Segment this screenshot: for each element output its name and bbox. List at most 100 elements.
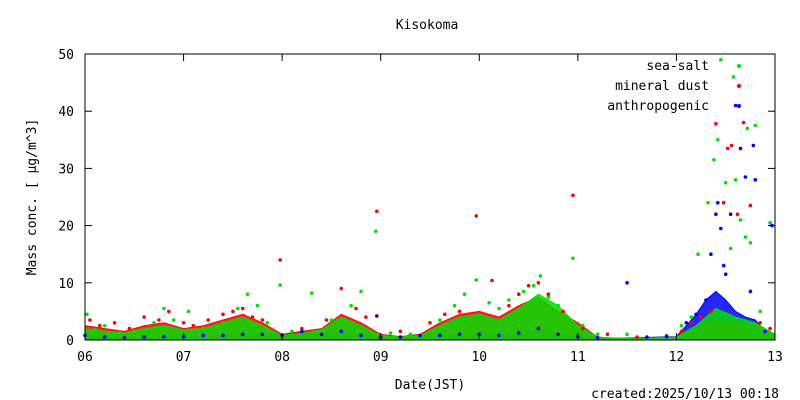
point-anthropogenic: [398, 335, 403, 339]
point-mineral-dust: [735, 212, 740, 216]
point-mineral-dust: [142, 315, 146, 319]
point-anthropogenic: [122, 335, 127, 340]
point-mineral-dust: [250, 315, 255, 319]
chart-title: Kisokoma: [396, 18, 459, 33]
point-sea-salt: [743, 235, 748, 239]
point-anthropogenic: [684, 321, 689, 325]
point-mineral-dust: [571, 193, 575, 198]
point-sea-salt: [221, 321, 225, 325]
x-tick-label: 09: [373, 350, 389, 365]
point-sea-salt: [719, 57, 723, 62]
point-mineral-dust: [127, 326, 132, 331]
point-mineral-dust: [605, 332, 610, 337]
legend-label: mineral dust: [615, 79, 709, 94]
point-sea-salt: [556, 303, 560, 308]
point-anthropogenic: [664, 334, 669, 339]
point-mineral-dust: [324, 318, 329, 322]
point-sea-salt: [102, 323, 107, 328]
point-sea-salt: [758, 309, 762, 314]
point-sea-salt: [171, 318, 176, 322]
point-sea-salt: [679, 323, 684, 328]
x-tick-label: 11: [570, 350, 586, 365]
x-tick-label: 10: [471, 350, 487, 365]
point-mineral-dust: [561, 309, 565, 314]
point-sea-salt: [359, 289, 363, 294]
point-mineral-dust: [112, 321, 117, 325]
baseline-bands: [84, 290, 776, 341]
point-mineral-dust: [206, 318, 210, 322]
x-tick-label: 12: [669, 350, 685, 365]
point-mineral-dust: [507, 303, 511, 308]
point-mineral-dust: [457, 309, 462, 314]
legend-label: sea-salt: [646, 59, 709, 74]
point-anthropogenic: [457, 332, 462, 337]
point-anthropogenic: [723, 272, 728, 277]
point-mineral-dust: [546, 292, 551, 297]
legend-label: anthropogenic: [607, 99, 709, 114]
point-mineral-dust: [300, 326, 304, 331]
point-sea-salt: [521, 289, 526, 294]
point-mineral-dust: [741, 120, 746, 125]
point-sea-salt: [408, 332, 413, 337]
point-sea-salt: [474, 278, 479, 282]
point-mineral-dust: [221, 312, 225, 317]
point-sea-salt: [696, 252, 700, 256]
legend-marker: [737, 104, 741, 108]
point-sea-salt: [531, 283, 536, 288]
point-anthropogenic: [743, 175, 748, 179]
band-sea-salt: [84, 293, 776, 341]
point-mineral-dust: [758, 321, 762, 325]
point-sea-salt: [255, 303, 260, 308]
point-sea-salt: [712, 158, 716, 162]
y-tick-label: 10: [58, 277, 74, 292]
point-anthropogenic: [260, 332, 265, 337]
point-sea-salt: [728, 246, 733, 251]
point-mineral-dust: [689, 321, 693, 325]
point-sea-salt: [132, 329, 137, 334]
point-mineral-dust: [181, 321, 186, 325]
point-sea-salt: [278, 283, 283, 287]
x-tick-label: 08: [274, 350, 290, 365]
point-anthropogenic: [359, 333, 363, 338]
point-anthropogenic: [714, 212, 718, 216]
y-axis-label: Mass conc. [ μg/m^3]: [25, 119, 40, 276]
point-mineral-dust: [729, 143, 734, 148]
point-sea-salt: [290, 329, 294, 334]
point-mineral-dust: [240, 306, 245, 311]
point-sea-salt: [507, 298, 511, 302]
point-anthropogenic: [709, 252, 713, 256]
legend-marker: [737, 64, 741, 68]
y-tick-label: 0: [66, 334, 74, 349]
x-tick-label: 06: [77, 350, 93, 365]
point-mineral-dust: [375, 209, 379, 214]
point-mineral-dust: [364, 315, 368, 319]
x-tick-label: 13: [767, 350, 783, 365]
point-sea-salt: [487, 301, 491, 305]
y-tick-label: 30: [58, 162, 74, 177]
point-sea-salt: [388, 331, 393, 335]
point-sea-salt: [265, 321, 270, 325]
point-anthropogenic: [221, 333, 225, 338]
point-anthropogenic: [375, 314, 379, 318]
x-axis: 06 07 08 09 10 11 12 13: [77, 54, 783, 365]
point-anthropogenic: [625, 281, 629, 285]
legend: sea-salt mineral dust anthropogenic: [607, 59, 741, 114]
point-mineral-dust: [231, 309, 235, 314]
point-sea-salt: [723, 180, 728, 185]
point-anthropogenic: [645, 335, 649, 339]
point-sea-salt: [152, 321, 156, 325]
point-anthropogenic: [497, 333, 501, 338]
point-anthropogenic: [721, 263, 726, 268]
point-mineral-dust: [714, 122, 718, 126]
point-anthropogenic: [319, 332, 324, 337]
point-mineral-dust: [278, 258, 283, 262]
point-mineral-dust: [581, 326, 585, 331]
point-sea-salt: [689, 315, 693, 319]
point-sea-salt: [438, 318, 442, 322]
point-mineral-dust: [516, 292, 521, 297]
point-sea-salt: [625, 332, 629, 337]
point-anthropogenic: [753, 178, 758, 182]
point-anthropogenic: [595, 335, 600, 340]
point-sea-salt: [546, 295, 551, 299]
point-sea-salt: [595, 332, 600, 337]
